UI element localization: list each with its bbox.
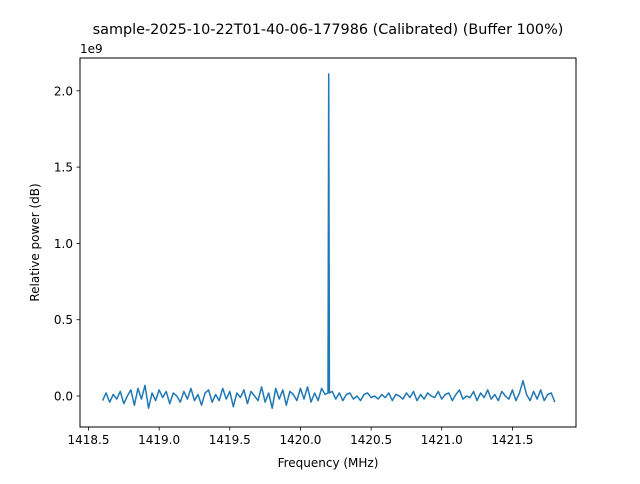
x-tick-label: 1421.5 — [491, 433, 533, 447]
x-tick-label: 1420.5 — [350, 433, 392, 447]
y-offset-label: 1e9 — [80, 42, 103, 56]
y-tick-label: 0.5 — [54, 313, 73, 327]
data-line — [101, 73, 556, 409]
y-tick-label: 0.0 — [54, 390, 73, 404]
x-axis-label: Frequency (MHz) — [278, 456, 379, 470]
x-tick-label: 1419.0 — [138, 433, 180, 447]
x-tick-label: 1421.0 — [421, 433, 463, 447]
x-tick-label: 1419.5 — [209, 433, 251, 447]
chart-title: sample-2025-10-22T01-40-06-177986 (Calib… — [93, 22, 564, 38]
x-tick-label: 1420.0 — [279, 433, 321, 447]
y-tick-label: 1.5 — [54, 161, 73, 175]
y-tick-label: 1.0 — [54, 237, 73, 251]
y-axis-label: Relative power (dB) — [28, 183, 42, 301]
x-tick-label: 1418.5 — [67, 433, 109, 447]
y-tick-label: 2.0 — [54, 84, 73, 98]
axes-frame — [79, 57, 577, 428]
